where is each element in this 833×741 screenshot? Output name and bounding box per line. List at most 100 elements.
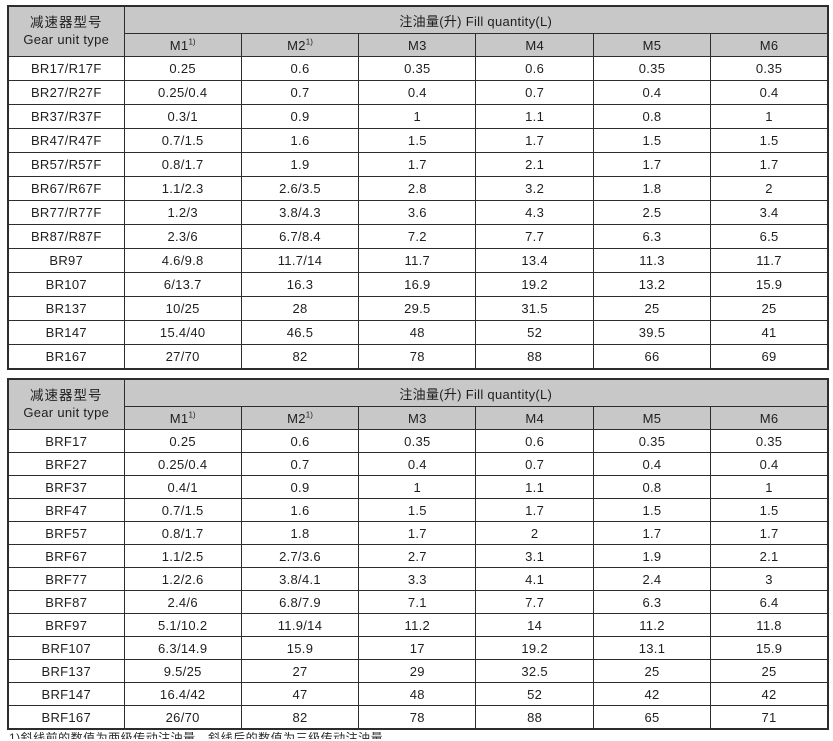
fill-quantity-header: 注油量(升) Fill quantity(L)	[123, 5, 829, 34]
fill-quantity-cell: 0.25/0.4	[123, 452, 242, 476]
fill-quantity-cell: 10/25	[123, 296, 242, 321]
column-header-label: M3	[407, 37, 427, 53]
fill-quantity-cell: 0.7/1.5	[123, 498, 242, 522]
table-row: BRF97 5.1/10.2 11.9/14 11.2 14 11.2 11.8	[7, 613, 829, 637]
table-row: BR27/R27F 0.25/0.4 0.7 0.4 0.7 0.4 0.4	[7, 80, 829, 105]
fill-quantity-cell: 5.1/10.2	[123, 613, 242, 637]
gear-unit-model: BR147	[7, 320, 125, 345]
fill-quantity-cell: 6.4	[710, 590, 829, 614]
table-row: BRF27 0.25/0.4 0.7 0.4 0.7 0.4 0.4	[7, 452, 829, 476]
fill-quantity-cell: 15.9	[240, 636, 360, 660]
gear-unit-model: BR47/R47F	[7, 128, 125, 153]
fill-quantity-cell: 1.1	[475, 104, 594, 129]
gear-unit-type-label-zh: 减速器型号	[30, 387, 103, 403]
column-header-row: M11) M21) M3 M4 M5 M6	[8, 406, 829, 430]
fill-quantity-cell: 2.7/3.6	[240, 544, 360, 568]
fill-quantity-cell: 15.4/40	[123, 320, 242, 345]
fill-quantity-cell: 1.6	[240, 498, 360, 522]
gear-unit-model: BR67/R67F	[7, 176, 125, 201]
fill-quantity-cell: 1.1/2.3	[123, 176, 242, 201]
fill-quantity-cell: 1.7	[710, 152, 829, 177]
fill-quantity-cell: 2.6/3.5	[240, 176, 360, 201]
gear-unit-model: BR17/R17F	[7, 56, 125, 81]
fill-quantity-cell: 0.7/1.5	[123, 128, 242, 153]
fill-quantity-cell: 4.1	[475, 567, 594, 591]
fill-quantity-cell: 0.6	[475, 56, 594, 81]
fill-quantity-cell: 0.4	[358, 452, 477, 476]
table-row: BRF37 0.4/1 0.9 1 1.1 0.8 1	[7, 475, 829, 499]
fill-quantity-cell: 15.9	[710, 272, 829, 297]
fill-quantity-cell: 1	[358, 104, 477, 129]
table-row: BRF17 0.25 0.6 0.35 0.6 0.35 0.35	[7, 429, 829, 453]
fill-quantity-cell: 1.1/2.5	[123, 544, 242, 568]
fill-quantity-cell: 6.3	[592, 590, 712, 614]
column-header-m3: M3	[358, 33, 477, 57]
fill-quantity-cell: 1.5	[592, 128, 712, 153]
fill-quantity-cell: 0.35	[358, 429, 477, 453]
fill-quantity-cell: 11.7	[710, 248, 829, 273]
fill-quantity-cell: 11.9/14	[240, 613, 360, 637]
fill-quantity-cell: 0.25	[123, 429, 242, 453]
gear-unit-model: BR27/R27F	[7, 80, 125, 105]
fill-quantity-cell: 11.2	[592, 613, 712, 637]
gear-unit-model: BR77/R77F	[7, 200, 125, 225]
table-row: BR67/R67F 1.1/2.3 2.6/3.5 2.8 3.2 1.8 2	[7, 176, 829, 201]
fill-quantity-cell: 1.5	[710, 498, 829, 522]
column-header-label: M2	[287, 37, 306, 53]
fill-quantity-cell: 0.4	[710, 452, 829, 476]
fill-quantity-cell: 25	[710, 296, 829, 321]
gear-unit-model: BRF87	[7, 590, 125, 614]
fill-quantity-cell: 48	[358, 682, 477, 706]
fill-quantity-cell: 1.8	[240, 521, 360, 545]
gear-unit-type-header: 减速器型号 Gear unit type	[7, 5, 125, 57]
fill-quantity-cell: 31.5	[475, 296, 594, 321]
fill-quantity-cell: 3.4	[710, 200, 829, 225]
fill-quantity-cell: 13.1	[592, 636, 712, 660]
fill-quantity-cell: 27/70	[123, 344, 242, 370]
column-header-label: M6	[759, 37, 779, 53]
gear-unit-model: BR167	[7, 344, 125, 370]
fill-quantity-table-brf: 减速器型号 Gear unit type 注油量(升) Fill quantit…	[7, 378, 829, 730]
fill-quantity-cell: 7.2	[358, 224, 477, 249]
fill-quantity-cell: 1.7	[592, 521, 712, 545]
fill-quantity-cell: 13.2	[592, 272, 712, 297]
table-row: BR97 4.6/9.8 11.7/14 11.7 13.4 11.3 11.7	[7, 248, 829, 273]
fill-quantity-cell: 11.7/14	[240, 248, 360, 273]
fill-quantity-cell: 25	[710, 659, 829, 683]
fill-quantity-cell: 52	[475, 320, 594, 345]
gear-unit-model: BRF17	[7, 429, 125, 453]
fill-quantity-cell: 82	[240, 705, 360, 730]
fill-quantity-cell: 14	[475, 613, 594, 637]
column-header-m2: M21)	[240, 406, 360, 430]
fill-quantity-cell: 2.7	[358, 544, 477, 568]
fill-quantity-cell: 1.5	[358, 128, 477, 153]
table-row: BRF57 0.8/1.7 1.8 1.7 2 1.7 1.7	[7, 521, 829, 545]
fill-quantity-cell: 1.1	[475, 475, 594, 499]
column-header-m1: M11)	[123, 33, 242, 57]
column-header-label: M1	[169, 37, 189, 53]
fill-quantity-cell: 6.3/14.9	[123, 636, 242, 660]
column-header-m6: M6	[710, 406, 829, 430]
fill-quantity-cell: 0.4	[358, 80, 477, 105]
table-row: BR57/R57F 0.8/1.7 1.9 1.7 2.1 1.7 1.7	[7, 152, 829, 177]
fill-quantity-cell: 2.4/6	[123, 590, 242, 614]
column-header-label: M3	[407, 410, 427, 426]
fill-quantity-cell: 0.25	[123, 56, 242, 81]
fill-quantity-cell: 0.4	[710, 80, 829, 105]
fill-quantity-cell: 4.3	[475, 200, 594, 225]
fill-quantity-cell: 0.9	[240, 475, 360, 499]
fill-quantity-cell: 13.4	[475, 248, 594, 273]
fill-quantity-cell: 42	[710, 682, 829, 706]
fill-quantity-cell: 82	[240, 344, 360, 370]
table-row: BRF167 26/70 82 78 88 65 71	[7, 705, 829, 730]
fill-quantity-cell: 2.5	[592, 200, 712, 225]
fill-quantity-cell: 0.3/1	[123, 104, 242, 129]
table-row: BR107 6/13.7 16.3 16.9 19.2 13.2 15.9	[7, 272, 829, 297]
fill-quantity-cell: 0.35	[358, 56, 477, 81]
gear-unit-model: BRF27	[7, 452, 125, 476]
table-row: BR137 10/25 28 29.5 31.5 25 25	[7, 296, 829, 321]
fill-quantity-cell: 1.5	[358, 498, 477, 522]
fill-quantity-cell: 1.2/2.6	[123, 567, 242, 591]
table-row: BR77/R77F 1.2/3 3.8/4.3 3.6 4.3 2.5 3.4	[7, 200, 829, 225]
gear-unit-model: BRF67	[7, 544, 125, 568]
